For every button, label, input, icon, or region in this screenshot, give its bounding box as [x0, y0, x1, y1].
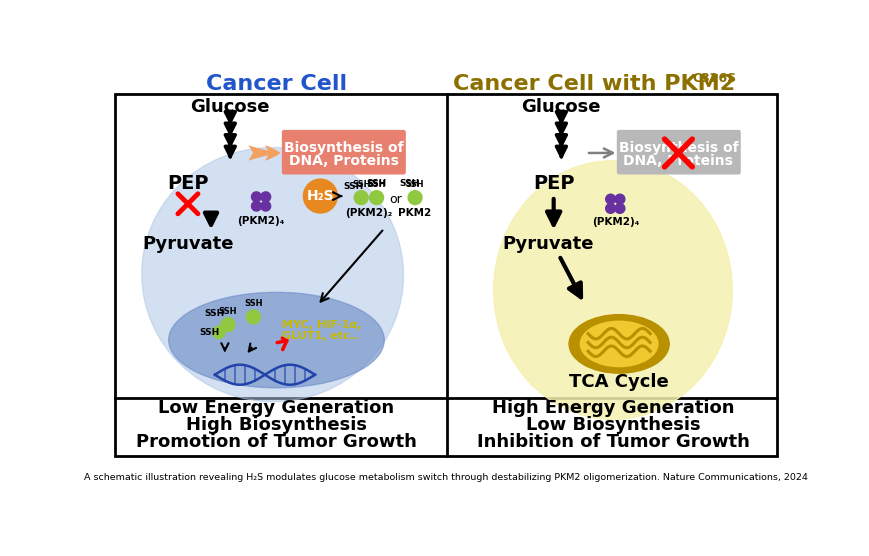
Circle shape	[605, 203, 615, 214]
Text: Low Biosynthesis: Low Biosynthesis	[525, 416, 700, 434]
Text: Pyruvate: Pyruvate	[142, 235, 234, 253]
Text: Cancer Cell: Cancer Cell	[206, 73, 347, 93]
Text: SSH: SSH	[366, 179, 386, 188]
Text: SSH: SSH	[218, 307, 237, 316]
Text: DNA, Proteins: DNA, Proteins	[623, 153, 733, 168]
Circle shape	[251, 192, 261, 202]
Circle shape	[614, 194, 624, 204]
Text: SSH: SSH	[367, 180, 385, 189]
Text: SSH: SSH	[405, 180, 424, 189]
Text: Inhibition of Tumor Growth: Inhibition of Tumor Growth	[476, 433, 748, 451]
Circle shape	[246, 310, 260, 324]
Text: H₂S: H₂S	[306, 189, 334, 203]
FancyBboxPatch shape	[616, 130, 740, 175]
Text: SSH: SSH	[352, 180, 370, 189]
Circle shape	[251, 201, 261, 211]
Text: TCA Cycle: TCA Cycle	[568, 374, 668, 391]
Text: SSH: SSH	[343, 182, 363, 191]
Bar	[115, 93, 776, 455]
Text: PKM2: PKM2	[398, 208, 431, 218]
Text: PEP: PEP	[167, 174, 209, 193]
Text: MYC, HIF-1α,: MYC, HIF-1α,	[282, 320, 361, 330]
Circle shape	[303, 179, 337, 213]
Text: GLUT1, etc..: GLUT1, etc..	[282, 331, 358, 341]
Text: Glucose: Glucose	[190, 98, 269, 116]
Circle shape	[212, 326, 224, 339]
Circle shape	[354, 191, 368, 205]
Ellipse shape	[142, 147, 403, 401]
FancyBboxPatch shape	[282, 130, 405, 175]
Circle shape	[614, 203, 624, 214]
Text: Pyruvate: Pyruvate	[502, 235, 594, 253]
Ellipse shape	[568, 315, 668, 373]
Text: High Energy Generation: High Energy Generation	[491, 399, 733, 417]
Text: Promotion of Tumor Growth: Promotion of Tumor Growth	[136, 433, 416, 451]
Text: SSH: SSH	[204, 309, 225, 317]
Text: C326S: C326S	[692, 72, 735, 85]
Circle shape	[369, 191, 383, 205]
Text: Low Energy Generation: Low Energy Generation	[158, 399, 394, 417]
Circle shape	[408, 191, 421, 205]
Ellipse shape	[169, 292, 384, 388]
Text: DNA, Proteins: DNA, Proteins	[289, 153, 398, 168]
Text: A schematic illustration revealing H₂S modulates glucose metabolism switch throu: A schematic illustration revealing H₂S m…	[83, 473, 807, 481]
Text: SSH: SSH	[199, 328, 219, 337]
Ellipse shape	[580, 321, 657, 366]
Text: or: or	[389, 193, 401, 206]
Text: (PKM2)₄: (PKM2)₄	[591, 217, 638, 227]
Text: Cancer Cell with PKM2: Cancer Cell with PKM2	[453, 73, 734, 93]
Text: Biosynthesis of: Biosynthesis of	[283, 141, 403, 155]
Text: SSH: SSH	[399, 179, 420, 188]
Text: High Biosynthesis: High Biosynthesis	[186, 416, 367, 434]
Circle shape	[261, 201, 270, 211]
Circle shape	[605, 194, 615, 204]
Text: PEP: PEP	[533, 174, 574, 193]
Circle shape	[261, 192, 270, 202]
Text: SSH: SSH	[244, 300, 262, 309]
Text: (PKM2)₂: (PKM2)₂	[345, 208, 392, 218]
Circle shape	[221, 317, 235, 331]
Ellipse shape	[493, 161, 732, 419]
Text: Biosynthesis of: Biosynthesis of	[618, 141, 738, 155]
Text: Glucose: Glucose	[521, 98, 600, 116]
Text: (PKM2)₄: (PKM2)₄	[237, 216, 284, 226]
